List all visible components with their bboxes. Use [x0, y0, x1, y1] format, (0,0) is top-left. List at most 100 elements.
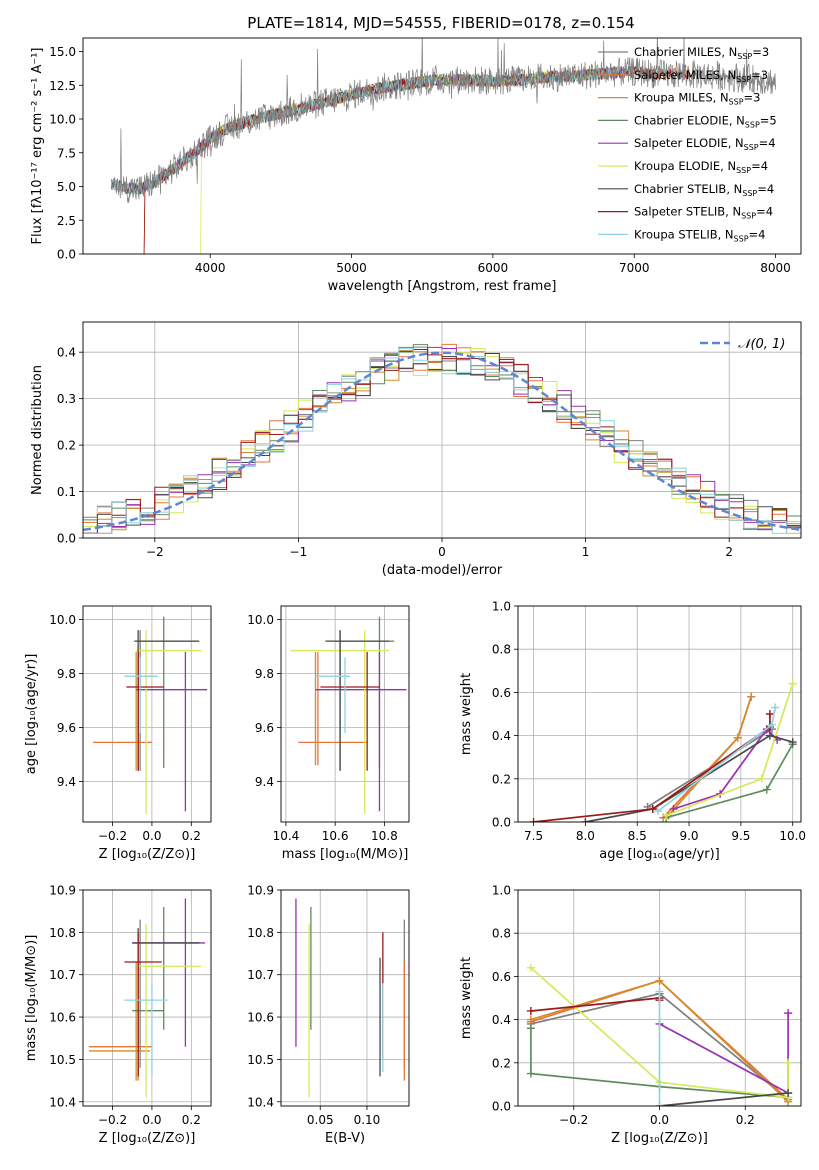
x-tick-label: 0: [438, 545, 446, 559]
x-tick-label: 2: [725, 545, 733, 559]
axes-frame: [517, 605, 802, 823]
axes-frame: [280, 889, 410, 1107]
plot-area: [92, 616, 208, 814]
series-line-salpeter-stelib: [533, 714, 771, 822]
point-marker: [526, 1024, 535, 1033]
y-tick-label: 0.0: [57, 248, 76, 262]
y-tick-label: 10.9: [247, 884, 274, 898]
plot-area: [110, 38, 776, 254]
x-tick-label: 7000: [619, 261, 650, 275]
point-marker: [788, 738, 797, 747]
errorbar-point: [134, 630, 200, 771]
y-tick-label: 1.0: [492, 600, 511, 614]
axes-frame: [280, 605, 410, 823]
panel-age-vs-Z: −0.2 0.0 0.2 9.4 9.6 9.8 10.0 Z [log₁₀(Z/Z⊙)] ag…: [24, 605, 212, 862]
legend-label: Chabrier STELIB, NSSP=4: [634, 182, 774, 198]
x-tick-label: 7.5: [524, 829, 543, 843]
point-marker: [648, 805, 657, 814]
y-tick-label: 0.0: [492, 816, 511, 830]
point-marker: [655, 987, 664, 996]
legend-label: Kroupa STELIB, NSSP=4: [634, 227, 765, 243]
y-tick-label: 10.0: [49, 613, 76, 627]
x-tick-label: 4000: [195, 261, 226, 275]
y-axis-label: mass weight: [459, 673, 474, 755]
x-tick-label: 0.10: [354, 1113, 381, 1127]
y-tick-label: 10.4: [49, 1095, 76, 1109]
spectrum-legend: Chabrier MILES, NSSP=3 Salpeter MILES, NS…: [598, 45, 777, 243]
series-line-salpeter-elodie: [673, 727, 778, 810]
legend-label: Chabrier ELODIE, NSSP=5: [634, 113, 777, 129]
x-tick-label: 9.0: [679, 829, 698, 843]
y-tick-label: 0.0: [57, 532, 76, 546]
normal-curve: [83, 351, 801, 532]
y-tick-label: 10.0: [49, 113, 76, 127]
series-line-kroupa-elodie: [530, 967, 789, 1099]
x-tick-label: 10.0: [779, 829, 806, 843]
errorbar-point: [136, 651, 208, 812]
x-tick-label: 0.2: [736, 1113, 755, 1127]
errorbar-point: [92, 651, 152, 771]
x-tick-label: 0.05: [307, 1113, 334, 1127]
legend-label: Chabrier MILES, NSSP=3: [634, 45, 769, 61]
y-tick-label: 1.0: [492, 884, 511, 898]
legend-label: Kroupa ELODIE, NSSP=4: [634, 159, 768, 175]
x-axis-label: age [log₁₀(age/yr)]: [599, 847, 720, 862]
panel-spectrum: 4000 5000 6000 7000 8000 0.0 2.5 5.0 7.5 10.0 12.5…: [30, 37, 802, 294]
series-line-chabrier-stelib: [585, 734, 793, 822]
y-axis-label: Normed distribution: [30, 365, 45, 495]
errorbar-point: [315, 657, 350, 733]
errorbar-point: [132, 906, 165, 1030]
legend-label: Salpeter STELIB, NSSP=4: [634, 205, 773, 221]
errorbar-point: [325, 630, 390, 771]
y-tick-label: 2.5: [57, 214, 76, 228]
errorbar-point: [132, 928, 200, 1077]
point-marker: [669, 805, 678, 814]
y-tick-label: 0.2: [57, 439, 76, 453]
point-marker: [529, 818, 538, 822]
x-tick-label: 0.2: [182, 1113, 201, 1127]
x-tick-label: 0.0: [142, 829, 161, 843]
point-marker: [526, 963, 535, 972]
x-tick-label: 0.2: [182, 829, 201, 843]
legend-label: Salpeter MILES, NSSP=3: [634, 68, 768, 84]
y-tick-label: 0.2: [492, 772, 511, 786]
y-tick-label: 15.0: [49, 45, 76, 59]
x-tick-label: −0.2: [559, 1113, 588, 1127]
y-tick-label: 10.6: [49, 1011, 76, 1025]
y-tick-label: 0.4: [57, 346, 76, 360]
point-marker: [767, 720, 776, 729]
axes-frame: [82, 37, 802, 255]
point-marker: [733, 733, 742, 742]
y-tick-label: 12.5: [49, 79, 76, 93]
y-tick-label: 0.4: [492, 729, 511, 743]
panel-residuals: −2 −1 0 1 2 0.0 0.1 0.2 0.3 0.4 (data-model)/error…: [30, 321, 802, 578]
x-tick-label: −2: [146, 545, 164, 559]
x-tick-label: 10.8: [371, 829, 398, 843]
y-tick-label: 0.6: [492, 686, 511, 700]
x-tick-label: 8.0: [576, 829, 595, 843]
axes-frame: [82, 889, 212, 1107]
y-axis-label: Flux [fλ10⁻¹⁷ erg cm⁻² s⁻¹ A⁻¹]: [30, 48, 45, 245]
point-marker: [526, 1069, 535, 1078]
point-marker: [655, 976, 664, 985]
y-tick-label: 10.7: [247, 968, 274, 982]
plot-area: [295, 898, 405, 1098]
y-tick-label: 10.5: [49, 1053, 76, 1067]
errorbar-point: [126, 651, 164, 771]
x-tick-label: −1: [290, 545, 308, 559]
point-marker: [655, 1102, 664, 1106]
point-marker: [771, 703, 780, 712]
point-marker: [526, 1006, 535, 1015]
y-tick-label: 10.9: [49, 884, 76, 898]
y-tick-label: 0.8: [492, 643, 511, 657]
y-tick-label: 10.4: [247, 1095, 274, 1109]
histogram-salpeter-elodie: [83, 346, 801, 534]
y-tick-label: 10.8: [49, 926, 76, 940]
panel-age-vs-mass: 10.4 10.6 10.8 9.4 9.6 9.8 10.0 mass [log₁₀(M/M…: [247, 605, 410, 862]
errorbar-point: [88, 962, 150, 1081]
y-tick-label: 10.6: [247, 1011, 274, 1025]
point-marker: [526, 1015, 535, 1024]
histogram-kroupa-stelib: [83, 348, 801, 534]
point-marker: [765, 731, 774, 740]
